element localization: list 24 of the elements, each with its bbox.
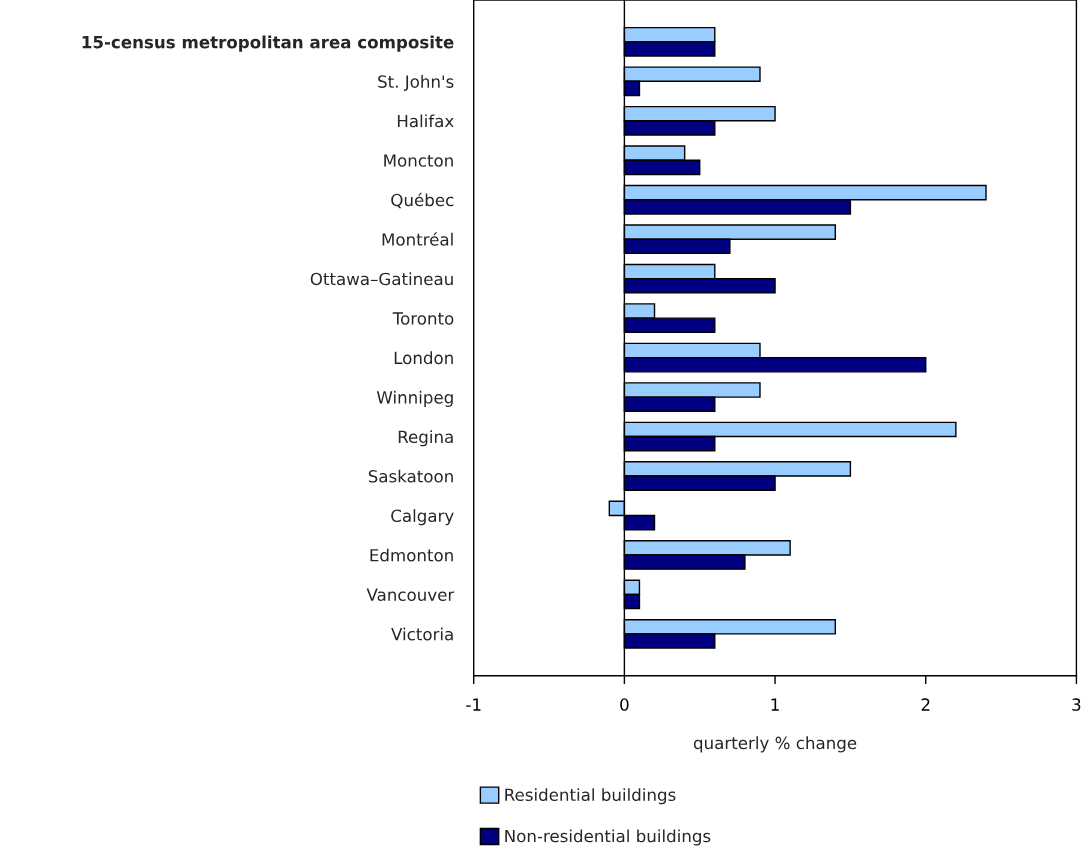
y-tick-label: Moncton — [384, 154, 453, 167]
y-tick-label: Vancouver — [366, 588, 455, 602]
y-tick-label: Ottawa–Gatineau — [310, 272, 453, 286]
x-tick-label: -1 — [466, 698, 481, 711]
x-tick-label: 1 — [771, 698, 779, 711]
y-tick-label: Toronto — [392, 312, 454, 325]
x-tick-label: 3 — [1072, 698, 1081, 711]
y-tick-label: Halifax — [397, 114, 454, 128]
y-tick-label: Victoria — [391, 627, 453, 641]
y-tick-label: Regina — [398, 430, 453, 447]
y-tick-label: Calgary — [391, 509, 454, 526]
y-tick-label: Montréal — [382, 232, 453, 246]
y-tick-label: Québec — [391, 192, 454, 209]
x-axis-title: quarterly % change — [693, 736, 857, 753]
y-tick-label: St. John's — [378, 74, 454, 91]
y-tick-label: Edmonton — [370, 548, 453, 562]
y-tick-label: London — [394, 351, 453, 365]
legend-label: Non-residential buildings — [505, 829, 711, 846]
x-tick-label: 2 — [921, 698, 930, 711]
y-tick-label: Saskatoon — [368, 469, 453, 483]
x-tick-label: 0 — [620, 698, 629, 711]
y-tick-label: 15-census metropolitan area composite — [82, 35, 454, 52]
y-tick-label: Winnipeg — [376, 390, 453, 407]
legend-label: Residential buildings — [505, 788, 676, 805]
